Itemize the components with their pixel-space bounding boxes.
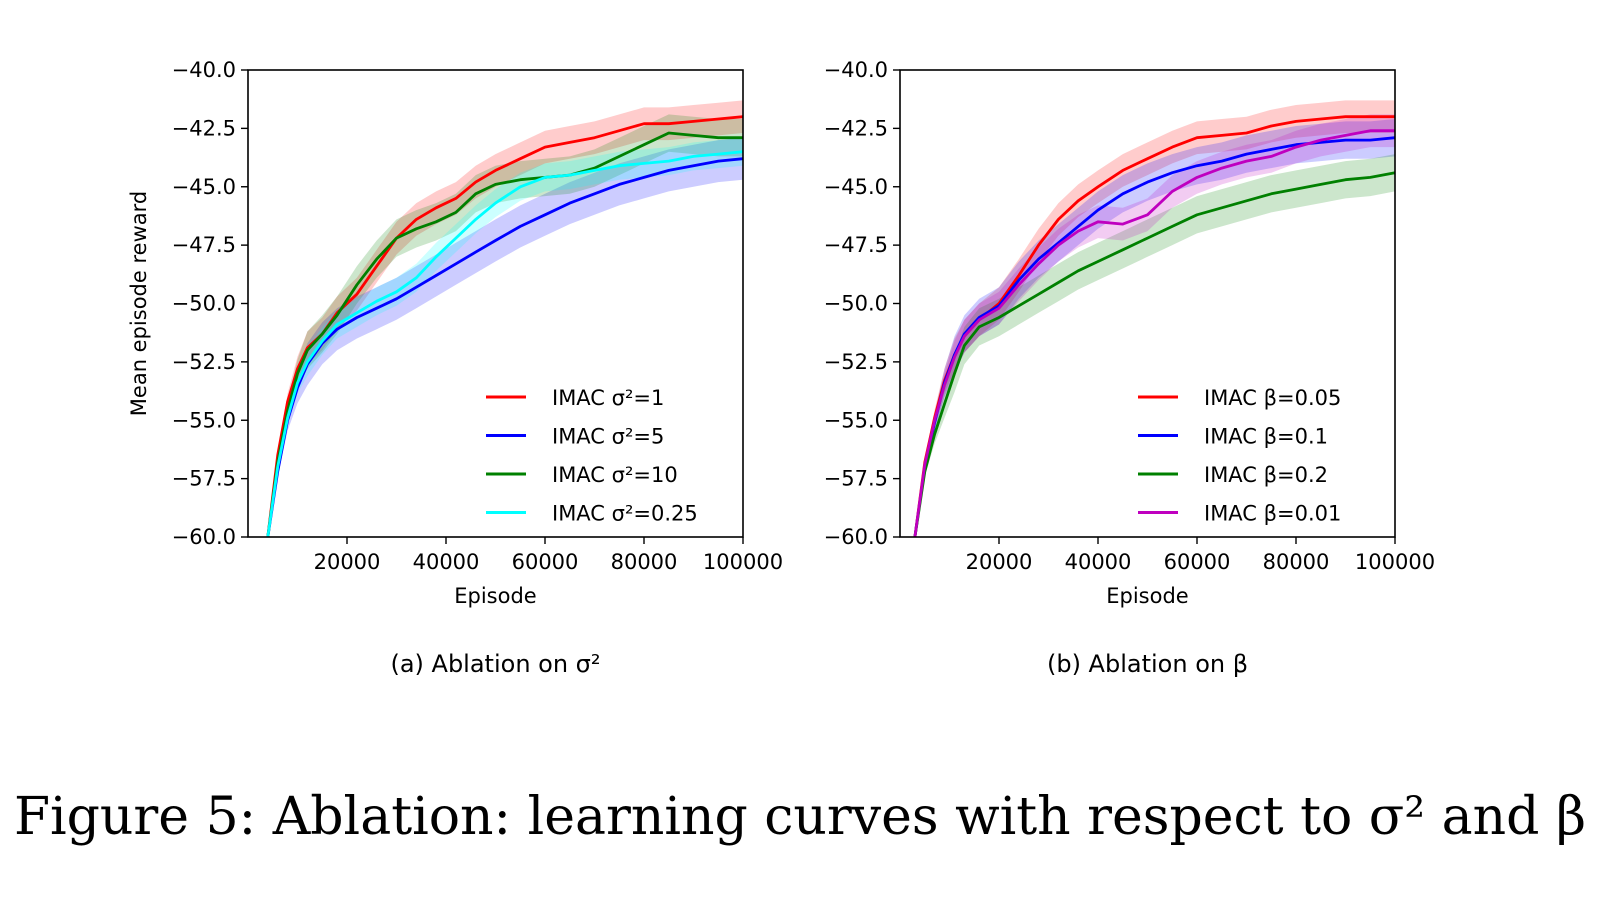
chart-a-series-1-band	[267, 137, 743, 537]
chart-b-y-tick-label: −40.0	[824, 58, 888, 82]
chart-a-series-2-band	[267, 114, 743, 538]
chart-b-x-tick-label: 60000	[1164, 550, 1231, 574]
chart-b-panel: 20000 40000 60000 80000 100000 −60.0 −57.5 −55…	[824, 58, 1435, 678]
chart-b-y-tick-label: −47.5	[824, 233, 888, 257]
figure-caption: Figure 5: Ablation: learning curves with…	[14, 787, 1586, 847]
chart-a-y-tick-label: −52.5	[172, 350, 236, 374]
chart-a-y-tick-label: −42.5	[172, 116, 236, 140]
chart-b-y-tick-label: −55.0	[824, 408, 888, 432]
chart-b-series-2-line	[913, 171, 1396, 538]
chart-b-x-tick-label: 100000	[1355, 550, 1435, 574]
chart-b-lines	[913, 115, 1396, 538]
chart-a-series-2-line	[266, 131, 743, 538]
chart-b-series-3-band	[914, 114, 1395, 538]
chart-a-legend-label: IMAC σ²=10	[552, 463, 678, 487]
chart-a-x-tick-label: 20000	[314, 550, 381, 574]
chart-a-panel: 20000 40000 60000 80000 100000 −60.0 −57.5 −55…	[127, 58, 783, 678]
chart-b-x-tick-label: 80000	[1263, 550, 1330, 574]
chart-a-series-3-line	[266, 150, 744, 538]
chart-b-legend-label: IMAC β=0.2	[1204, 463, 1328, 487]
chart-a-x-tick-label: 40000	[413, 550, 480, 574]
chart-a-y-tick-label: −60.0	[172, 525, 236, 549]
chart-a-series-0-line	[266, 115, 744, 538]
chart-b-y-tick-label: −50.0	[824, 292, 888, 316]
chart-a-subcaption: (a) Ablation on σ²	[390, 650, 600, 678]
chart-a-y-tick-label: −50.0	[172, 292, 236, 316]
chart-a-x-tick-label: 100000	[703, 550, 783, 574]
chart-a-x-tick-label: 60000	[512, 550, 579, 574]
chart-b-x-axis-label: Episode	[1106, 584, 1188, 608]
chart-a-y-axis-label: Mean episode reward	[127, 191, 151, 416]
chart-b-y-tick-label: −60.0	[824, 525, 888, 549]
chart-b-y-tick-label: −45.0	[824, 175, 888, 199]
chart-b-y-tick-label: −57.5	[824, 467, 888, 491]
chart-b-legend: IMAC β=0.05 IMAC β=0.1 IMAC β=0.2 IMAC β=0.…	[1138, 386, 1341, 526]
chart-a-x-axis: 20000 40000 60000 80000 100000	[314, 537, 783, 574]
chart-b-y-axis: −60.0 −57.5 −55.0 −52.5 −50.0 −47.5 −45.0 −42.5…	[824, 58, 900, 549]
chart-b-legend-label: IMAC β=0.1	[1204, 425, 1328, 449]
chart-a-y-axis: −60.0 −57.5 −55.0 −52.5 −50.0 −47.5 −45.0 −42.5…	[172, 58, 248, 549]
chart-a-y-tick-label: −47.5	[172, 233, 236, 257]
chart-a-y-tick-label: −40.0	[172, 58, 236, 82]
chart-a-y-tick-label: −45.0	[172, 175, 236, 199]
chart-b-legend-label: IMAC β=0.01	[1204, 502, 1341, 526]
chart-b-y-tick-label: −42.5	[824, 116, 888, 140]
chart-b-series-3-line	[913, 129, 1395, 538]
chart-b-y-tick-label: −52.5	[824, 350, 888, 374]
chart-a-y-tick-label: −57.5	[172, 467, 236, 491]
chart-a-legend-label: IMAC σ²=1	[552, 386, 664, 410]
chart-b-bands	[914, 100, 1395, 538]
chart-b-legend-label: IMAC β=0.05	[1204, 386, 1341, 410]
chart-a-x-axis-label: Episode	[454, 584, 536, 608]
chart-a-y-tick-label: −55.0	[172, 408, 236, 432]
chart-a-bands	[267, 100, 743, 538]
chart-b-x-tick-label: 20000	[966, 550, 1033, 574]
chart-b-series-2-band	[914, 154, 1395, 537]
chart-a-legend-label: IMAC σ²=0.25	[552, 502, 698, 526]
chart-b-x-tick-label: 40000	[1065, 550, 1132, 574]
chart-b-subcaption: (b) Ablation on β	[1047, 650, 1248, 678]
chart-b-x-axis: 20000 40000 60000 80000 100000	[966, 537, 1435, 574]
chart-a-lines	[266, 115, 744, 538]
chart-a-legend-label: IMAC σ²=5	[552, 425, 664, 449]
chart-a-x-tick-label: 80000	[611, 550, 678, 574]
chart-a-legend: IMAC σ²=1 IMAC σ²=5 IMAC σ²=10 IMAC σ²=0.25	[486, 386, 698, 526]
